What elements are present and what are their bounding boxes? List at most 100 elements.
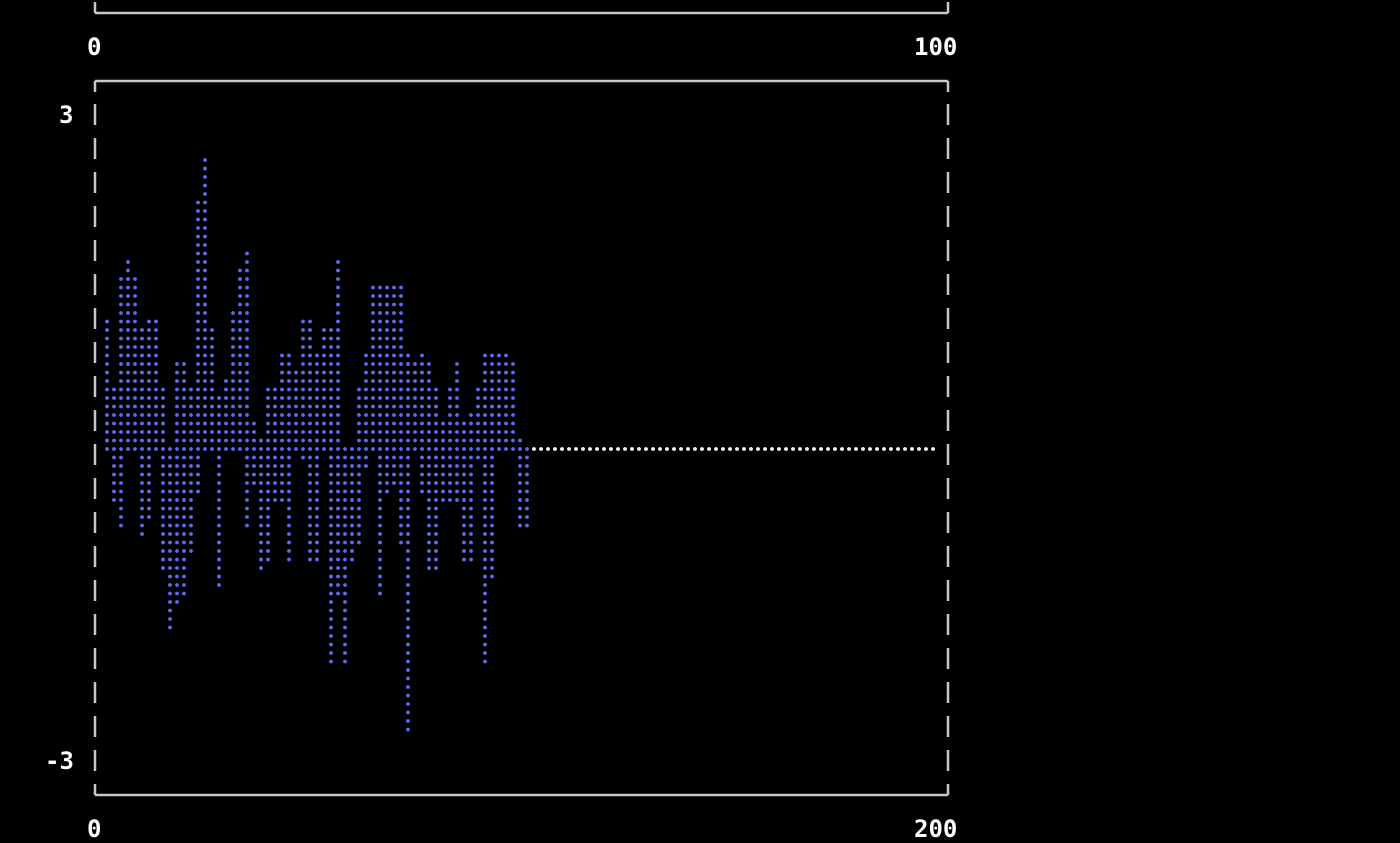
- series-point-dot: [252, 464, 256, 468]
- series-point-dot: [280, 379, 284, 383]
- series-point-dot: [182, 430, 186, 434]
- series-point-dot: [217, 438, 221, 443]
- series-point-dot: [245, 302, 249, 307]
- series-point-dot: [287, 489, 291, 494]
- series-point-dot: [175, 481, 179, 485]
- series-point-dot: [497, 447, 501, 451]
- series-point-dot: [168, 455, 172, 460]
- zero-line-dot: [882, 447, 886, 451]
- series-point-dot: [175, 540, 179, 545]
- series-point-dot: [119, 353, 123, 358]
- zero-line-dot: [826, 447, 830, 451]
- series-point-dot: [371, 294, 375, 298]
- zero-line-dot: [672, 447, 676, 451]
- series-point-dot: [105, 328, 109, 332]
- series-point-dot: [301, 328, 305, 332]
- series-point-dot: [378, 464, 382, 468]
- series-point-dot: [336, 285, 340, 290]
- series-point-dot: [182, 583, 186, 587]
- series-point-dot: [336, 413, 340, 417]
- series-point-dot: [133, 302, 137, 307]
- series-point-dot: [119, 430, 123, 434]
- series-point-dot: [140, 362, 144, 366]
- series-point-dot: [420, 396, 424, 400]
- series-point-dot: [245, 328, 249, 332]
- series-point-dot: [350, 464, 354, 468]
- series-point-dot: [385, 370, 389, 375]
- series-point-dot: [322, 447, 326, 451]
- zero-line-dot: [875, 447, 879, 451]
- series-point-dot: [399, 319, 403, 324]
- series-point-dot: [126, 430, 130, 434]
- series-point-dot: [518, 447, 522, 451]
- series-point-dot: [483, 387, 487, 392]
- series-point-dot: [427, 370, 431, 375]
- series-point-dot: [231, 311, 235, 315]
- series-point-dot: [329, 353, 333, 358]
- series-point-dot: [196, 455, 200, 460]
- series-point-dot: [406, 693, 410, 698]
- series-point-dot: [357, 481, 361, 485]
- series-point-dot: [525, 489, 529, 494]
- series-point-dot: [399, 498, 403, 502]
- series-point-dot: [350, 447, 354, 451]
- series-point-dot: [399, 489, 403, 494]
- series-point-dot: [392, 353, 396, 358]
- series-point-dot: [105, 396, 109, 400]
- series-point-dot: [308, 464, 312, 468]
- series-point-dot: [308, 506, 312, 511]
- zero-line-dot: [637, 447, 641, 451]
- series-point-dot: [161, 396, 165, 400]
- series-point-dot: [329, 540, 333, 545]
- series-point-dot: [336, 464, 340, 468]
- series-point-dot: [140, 455, 144, 460]
- series-point-dot: [350, 489, 354, 494]
- series-point-dot: [224, 438, 228, 443]
- series-point-dot: [441, 489, 445, 494]
- series-point-dot: [224, 404, 228, 409]
- series-point-dot: [483, 430, 487, 434]
- series-point-dot: [294, 413, 298, 417]
- series-point-dot: [427, 506, 431, 511]
- series-point-dot: [378, 285, 382, 290]
- series-point-dot: [434, 404, 438, 409]
- series-point-dot: [147, 489, 151, 494]
- series-point-dot: [406, 438, 410, 443]
- series-point-dot: [483, 413, 487, 417]
- series-point-dot: [217, 430, 221, 434]
- series-point-dot: [490, 481, 494, 485]
- series-point-dot: [385, 472, 389, 477]
- series-point-dot: [126, 345, 130, 349]
- series-point-dot: [119, 523, 123, 528]
- series-point-dot: [378, 370, 382, 375]
- series-point-dot: [238, 336, 242, 341]
- series-point-dot: [126, 285, 130, 290]
- zero-line-dot: [595, 447, 599, 451]
- series-point-dot: [266, 447, 270, 451]
- series-point-dot: [140, 489, 144, 494]
- series-point-dot: [434, 447, 438, 451]
- series-point-dot: [161, 455, 165, 460]
- series-point-dot: [427, 455, 431, 460]
- series-point-dot: [385, 311, 389, 315]
- series-point-dot: [525, 523, 529, 528]
- series-point-dot: [322, 421, 326, 426]
- series-point-dot: [406, 617, 410, 621]
- series-point-dot: [301, 447, 305, 451]
- series-point-dot: [378, 523, 382, 528]
- series-point-dot: [483, 659, 487, 664]
- series-point-dot: [203, 226, 207, 230]
- series-point-dot: [301, 387, 305, 392]
- series-point-dot: [490, 455, 494, 460]
- series-point-dot: [406, 625, 410, 630]
- zero-line-dot: [770, 447, 774, 451]
- series-point-dot: [231, 447, 235, 451]
- series-point-dot: [364, 464, 368, 468]
- series-point-dot: [392, 336, 396, 341]
- series-point-dot: [385, 328, 389, 332]
- series-point-dot: [420, 404, 424, 409]
- series-point-dot: [378, 438, 382, 443]
- series-point-dot: [378, 566, 382, 570]
- series-point-dot: [287, 481, 291, 485]
- series-point-dot: [182, 379, 186, 383]
